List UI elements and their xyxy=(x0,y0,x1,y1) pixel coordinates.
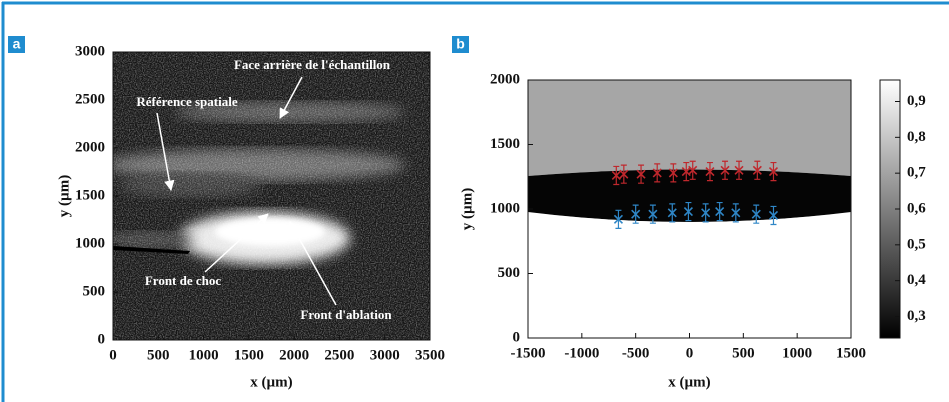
y-tick-label: 3000 xyxy=(75,43,105,59)
x-tick-label: 500 xyxy=(732,345,755,361)
y-tick-label: 2000 xyxy=(75,139,105,155)
colorbar-tick-label: 0,8 xyxy=(907,129,926,145)
annotation: Référence spatiale xyxy=(136,94,237,109)
y-tick-label: 1000 xyxy=(75,235,105,251)
panel-label: b xyxy=(456,36,465,52)
x-tick-label: -1500 xyxy=(511,345,546,361)
y-tick-label: 0 xyxy=(98,331,106,347)
x-tick-label: 1500 xyxy=(234,347,264,363)
y-tick-label: 1500 xyxy=(490,136,520,152)
x-tick-label: 2500 xyxy=(324,347,354,363)
colorbar-tick-label: 0,5 xyxy=(907,236,926,252)
x-tick-label: 3000 xyxy=(370,347,400,363)
x-axis-label: x (µm) xyxy=(668,374,710,390)
x-tick-label: 2000 xyxy=(279,347,309,363)
annotation: Front de choc xyxy=(145,273,222,288)
y-tick-label: 1000 xyxy=(490,200,520,216)
x-tick-label: 1000 xyxy=(782,345,812,361)
x-tick-label: 0 xyxy=(109,347,117,363)
y-tick-label: 1500 xyxy=(75,187,105,203)
y-axis-label: y (µm) xyxy=(56,175,72,217)
colorbar-tick-label: 0,6 xyxy=(907,200,926,216)
y-tick-label: 500 xyxy=(498,265,521,281)
y-tick-label: 500 xyxy=(83,283,106,299)
x-tick-label: 3500 xyxy=(415,347,445,363)
figure: a b Face arrière de l'échantillon Référe… xyxy=(0,0,949,402)
x-tick-label: 500 xyxy=(147,347,170,363)
x-tick-label: -500 xyxy=(622,345,650,361)
y-tick-label: 2000 xyxy=(490,71,520,87)
annotation: Front d'ablation xyxy=(300,307,392,322)
colorbar-tick-label: 0,3 xyxy=(907,308,926,324)
colorbar-tick-label: 0,9 xyxy=(907,93,926,109)
x-tick-label: -1000 xyxy=(564,345,599,361)
x-tick-label: 1000 xyxy=(189,347,219,363)
annotation: Face arrière de l'échantillon xyxy=(234,57,391,72)
x-tick-label: 0 xyxy=(686,345,694,361)
simulation-map xyxy=(528,80,851,338)
colorbar-tick-label: 0,7 xyxy=(907,165,926,181)
panel-label: a xyxy=(13,36,21,52)
y-tick-label: 2500 xyxy=(75,91,105,107)
y-tick-label: 0 xyxy=(513,329,521,345)
x-tick-label: 1500 xyxy=(836,345,866,361)
x-axis-label: x (µm) xyxy=(250,374,292,390)
y-axis-label: y (µm) xyxy=(459,188,475,230)
colorbar-tick-label: 0,4 xyxy=(907,272,926,288)
